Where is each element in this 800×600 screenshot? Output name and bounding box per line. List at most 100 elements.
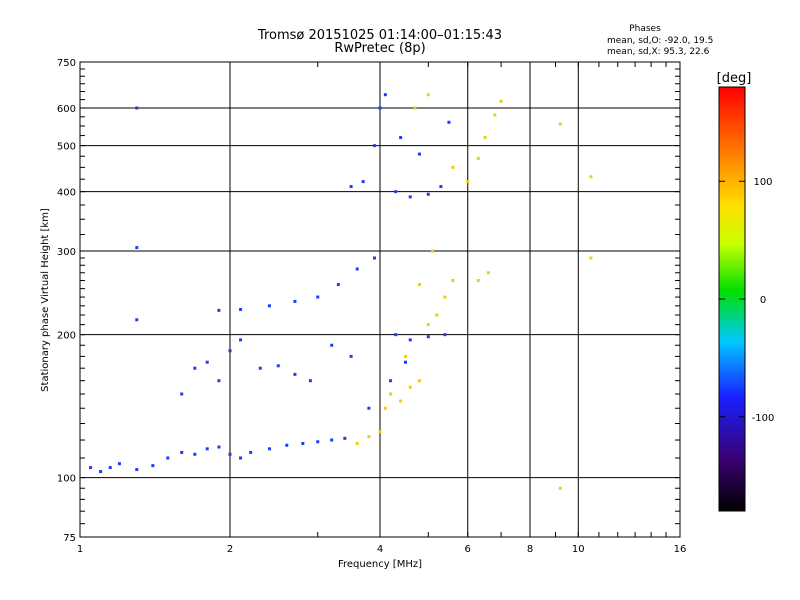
data-point-o: [336, 283, 340, 287]
data-point-o: [217, 445, 221, 449]
data-point-x: [367, 435, 371, 439]
data-point-o: [447, 120, 451, 124]
data-point-o: [417, 152, 421, 156]
data-point-o: [373, 256, 377, 260]
data-point-x: [408, 385, 412, 389]
data-point-o: [408, 195, 412, 199]
data-point-o: [349, 354, 353, 358]
data-point-x: [426, 93, 430, 97]
data-point-o: [308, 379, 312, 383]
data-point-x: [476, 156, 480, 160]
data-point-o: [205, 360, 209, 364]
data-point-o: [239, 307, 243, 311]
data-point-o: [293, 299, 297, 303]
data-point-o: [258, 366, 262, 370]
x-tick-label: 10: [572, 544, 585, 555]
data-point-o: [99, 470, 103, 474]
data-point-o: [239, 456, 243, 460]
data-point-o: [135, 468, 139, 472]
x-tick-label: 8: [527, 544, 533, 555]
data-point-o: [439, 185, 443, 189]
legend-line-x: mean, sd,X: 95.3, 22.6: [607, 47, 710, 57]
data-point-o: [293, 372, 297, 376]
data-point-x: [466, 180, 470, 184]
data-point-o: [180, 450, 184, 454]
x-tick-label: 1: [77, 544, 83, 555]
data-point-o: [193, 366, 197, 370]
data-point-o: [373, 144, 377, 148]
y-axis-label: Stationary phase Virtual Height [km]: [40, 208, 51, 392]
data-point-x: [486, 271, 490, 275]
data-point-o: [228, 349, 232, 353]
data-point-x: [435, 313, 439, 317]
data-point-o: [228, 452, 232, 456]
data-point-o: [378, 106, 382, 110]
y-tick-label: 200: [57, 331, 76, 342]
data-point-o: [135, 246, 139, 250]
data-point-o: [151, 464, 155, 468]
x-tick-label: 4: [377, 544, 383, 555]
x-tick-label: 16: [674, 544, 687, 555]
data-point-o: [217, 379, 221, 383]
data-point-o: [330, 438, 334, 442]
data-point-o: [394, 333, 398, 337]
data-point-o: [249, 450, 253, 454]
data-points: [89, 93, 593, 490]
data-point-x: [417, 379, 421, 383]
data-point-o: [135, 106, 139, 110]
data-point-o: [285, 443, 289, 447]
chart-subtitle: RwPretec (8p): [334, 41, 425, 56]
data-point-o: [399, 136, 403, 140]
data-point-x: [451, 279, 455, 283]
legend-line-o: mean, sd,O: -92.0, 19.5: [607, 36, 713, 46]
data-point-o: [426, 192, 430, 196]
data-point-o: [108, 466, 112, 470]
data-point-o: [383, 93, 387, 97]
data-point-o: [217, 308, 221, 312]
data-point-o: [135, 318, 139, 322]
x-axis: 1 2 4 6 8 10 16: [77, 62, 687, 555]
data-point-o: [361, 180, 365, 184]
data-point-o: [330, 343, 334, 347]
data-point-o: [316, 295, 320, 299]
data-point-x: [443, 295, 447, 299]
x-tick-label: 2: [227, 544, 233, 555]
grid-lines: [80, 62, 680, 537]
data-point-x: [451, 165, 455, 169]
data-point-o: [267, 304, 271, 308]
data-point-o: [193, 452, 197, 456]
data-point-o: [117, 462, 121, 466]
data-point-x: [403, 354, 407, 358]
data-point-o: [316, 440, 320, 444]
data-point-o: [166, 456, 170, 460]
data-point-x: [378, 430, 382, 434]
data-point-x: [417, 283, 421, 287]
data-point-o: [349, 185, 353, 189]
y-tick-label: 75: [63, 533, 76, 544]
y-tick-label: 100: [57, 474, 76, 485]
colorbar-tick-label: 0: [760, 295, 766, 306]
x-axis-label: Frequency [MHz]: [338, 559, 422, 570]
y-tick-label: 600: [57, 104, 76, 115]
data-point-x: [426, 323, 430, 327]
data-point-o: [367, 406, 371, 410]
data-point-o: [403, 360, 407, 364]
legend-heading: Phases: [629, 24, 661, 34]
data-point-x: [431, 249, 435, 253]
y-tick-label: 400: [57, 188, 76, 199]
data-point-o: [443, 333, 447, 337]
data-point-o: [394, 190, 398, 194]
y-axis: 75 100 200 300 400 500 600 750: [57, 58, 680, 544]
chart-title: Tromsø 20151025 01:14:00–01:15:43: [257, 28, 502, 43]
data-point-o: [355, 267, 359, 271]
data-point-o: [389, 379, 393, 383]
data-point-x: [589, 256, 593, 260]
data-point-o: [343, 436, 347, 440]
data-point-x: [476, 279, 480, 283]
y-tick-label: 750: [57, 58, 76, 69]
data-point-x: [413, 106, 417, 110]
data-point-o: [426, 335, 430, 339]
y-tick-label: 300: [57, 247, 76, 258]
data-point-x: [499, 99, 503, 103]
